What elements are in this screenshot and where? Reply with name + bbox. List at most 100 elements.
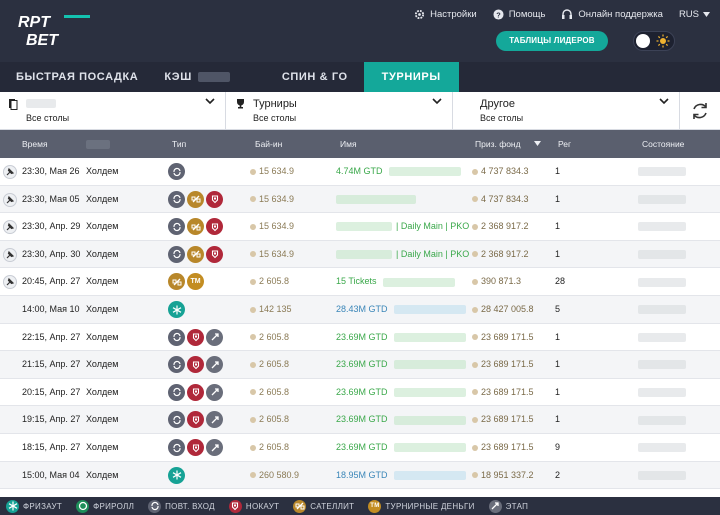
buyin-amount: 260 580.9 xyxy=(259,469,300,480)
legend-item-freeze: ФРИЗАУТ xyxy=(6,499,62,513)
start-time: 23:30, Мая 26 xyxy=(22,166,80,176)
tournament-name[interactable] xyxy=(336,186,416,214)
prize-pool-amount: 4 737 834.3 xyxy=(481,166,529,176)
knockout-icon xyxy=(187,411,204,429)
knockout-icon xyxy=(206,245,223,263)
redacted-block xyxy=(382,277,455,287)
leaderboards-button[interactable]: ТАБЛИЦЫ ЛИДЕРОВ xyxy=(496,31,608,51)
settings-label: Настройки xyxy=(430,8,477,20)
prize-pool-value: 23 689 171.5 xyxy=(472,379,534,407)
tournament-name[interactable]: 23.69M GTD xyxy=(336,434,466,462)
pin-icon[interactable] xyxy=(3,275,17,290)
pin-icon[interactable] xyxy=(3,165,17,179)
col-name[interactable]: Имя xyxy=(340,139,357,149)
table-row[interactable]: 20:15, Апр. 27 Холдем 2 605.8 23.69M GTD 23 … xyxy=(0,379,720,407)
start-time: 19:15, Апр. 27 xyxy=(22,414,81,425)
headset-icon xyxy=(562,8,573,19)
toggle-knob xyxy=(636,34,650,48)
settings-link[interactable]: Настройки xyxy=(414,9,477,20)
prize-pool-amount: 28 427 005.8 xyxy=(481,304,534,314)
table-row[interactable]: 14:00, Мая 10 Холдем 142 135 28.43M GTD 28 4… xyxy=(0,296,720,324)
tournament-name[interactable]: 4.74M GTD xyxy=(336,158,461,186)
buyin-amount: 15 634.9 xyxy=(259,221,295,232)
filter-game-type[interactable]: Все столы xyxy=(0,92,226,130)
table-row[interactable]: 23:30, Апр. 29 Холдем 15 634.9 | Daily Main… xyxy=(0,213,720,241)
prize-pool-value: 28 427 005.8 xyxy=(472,296,534,324)
chip-icon xyxy=(250,444,256,451)
tournament-name[interactable]: 15 Tickets xyxy=(336,268,455,296)
knockout-icon xyxy=(228,499,242,513)
tournament-list: 23:30, Мая 26 Холдем 15 634.9 4.74M GTD 4 73… xyxy=(0,158,720,497)
redacted-block xyxy=(638,470,686,480)
col-time[interactable]: Время xyxy=(22,139,48,149)
filter-tournaments[interactable]: Турниры Все столы xyxy=(227,92,453,130)
tournament-name[interactable]: | Daily Main | PKO xyxy=(336,241,469,269)
tournament-name[interactable]: 23.69M GTD xyxy=(336,324,466,352)
tab-tournaments[interactable]: ТУРНИРЫ xyxy=(363,62,459,92)
type-icons xyxy=(168,218,223,236)
chip-icon xyxy=(472,223,478,230)
table-row[interactable]: 20:45, Апр. 27 Холдем TM 2 605.8 15 Tickets 3… xyxy=(0,268,720,296)
redacted-block xyxy=(393,443,466,453)
tournament-name[interactable]: | Daily Main | PKO xyxy=(336,213,469,241)
pin-icon[interactable] xyxy=(3,247,17,262)
type-icons xyxy=(168,245,223,263)
chip-icon xyxy=(250,472,256,479)
help-link[interactable]: ? Помощь xyxy=(493,9,545,20)
col-buyin[interactable]: Бай-ин xyxy=(255,139,283,149)
redacted-block xyxy=(336,222,392,232)
legend-label: САТЕЛЛИТ xyxy=(310,501,355,511)
redacted-block xyxy=(638,360,686,370)
pin-icon[interactable] xyxy=(3,220,17,235)
sort-desc-icon[interactable] xyxy=(534,141,541,146)
stage-icon xyxy=(206,439,223,456)
theme-toggle[interactable] xyxy=(633,31,675,51)
col-prize-pool[interactable]: Приз. фонд xyxy=(475,139,521,149)
type-icons xyxy=(168,411,223,429)
buyin-value: 15 634.9 xyxy=(250,241,294,269)
knockout-icon xyxy=(206,218,223,236)
start-time: 20:15, Апр. 27 xyxy=(22,386,81,397)
table-row[interactable]: 15:00, Мая 04 Холдем 260 580.9 18.95M GTD 18… xyxy=(0,461,720,490)
tab-spin-and-go[interactable]: СПИН & ГО xyxy=(266,62,364,92)
refresh-icon xyxy=(693,103,707,119)
chip-icon xyxy=(472,279,478,286)
col-type[interactable]: Тип xyxy=(172,139,187,149)
tournament-name[interactable]: 23.69M GTD xyxy=(336,351,466,379)
freezeout-icon xyxy=(168,301,185,318)
table-row[interactable]: 23:30, Мая 05 Холдем 15 634.9 4 737 834.3 1 xyxy=(0,185,720,214)
table-row[interactable]: 19:15, Апр. 27 Холдем 2 605.8 23.69M GTD 23 … xyxy=(0,406,720,434)
tournament-state xyxy=(638,462,686,490)
support-link[interactable]: Онлайн поддержка xyxy=(561,9,663,20)
redacted-block xyxy=(638,332,686,342)
tournament-name[interactable]: 18.95M GTD xyxy=(336,462,466,490)
game-type: Холдем xyxy=(86,359,119,370)
rptbet-logo[interactable]: RPT BET xyxy=(16,12,96,48)
tournament-name[interactable]: 23.69M GTD xyxy=(336,406,466,434)
pin-icon[interactable] xyxy=(3,192,17,207)
tab-cash[interactable]: КЭШ xyxy=(154,62,266,92)
buyin-amount: 2 605.8 xyxy=(259,386,290,397)
language-select[interactable]: RUS xyxy=(679,9,710,20)
redacted-block xyxy=(638,167,686,177)
tournament-state xyxy=(638,351,686,379)
col-state[interactable]: Состояние xyxy=(642,139,685,149)
table-row[interactable]: 23:30, Мая 26 Холдем 15 634.9 4.74M GTD 4 73… xyxy=(0,158,720,186)
legend-item-rebuy: ПОВТ. ВХОД xyxy=(148,499,215,513)
tournament-name[interactable]: 28.43M GTD xyxy=(336,296,466,324)
table-row[interactable]: 18:15, Апр. 27 Холдем 2 605.8 23.69M GTD 23 … xyxy=(0,434,720,462)
table-row[interactable]: 21:15, Апр. 27 Холдем 2 605.8 23.69M GTD 23 … xyxy=(0,351,720,379)
start-time: 22:15, Апр. 27 xyxy=(22,331,81,342)
refresh-button[interactable] xyxy=(680,92,720,130)
type-icons xyxy=(168,439,223,456)
chip-icon xyxy=(472,168,478,175)
col-registered[interactable]: Рег xyxy=(558,139,572,149)
table-row[interactable]: 22:15, Апр. 27 Холдем 2 605.8 23.69M GTD 23 … xyxy=(0,324,720,352)
game-type: Холдем xyxy=(86,166,119,176)
tournament-name[interactable]: 23.69M GTD xyxy=(336,379,466,407)
sun-icon xyxy=(656,34,670,48)
table-row[interactable]: 23:30, Апр. 30 Холдем 15 634.9 | Daily Main… xyxy=(0,240,720,269)
tab-quick-seat[interactable]: БЫСТРАЯ ПОСАДКА xyxy=(0,62,154,92)
filter-other[interactable]: Другое Все столы xyxy=(454,92,680,130)
filter-other-title: Другое xyxy=(480,98,515,110)
